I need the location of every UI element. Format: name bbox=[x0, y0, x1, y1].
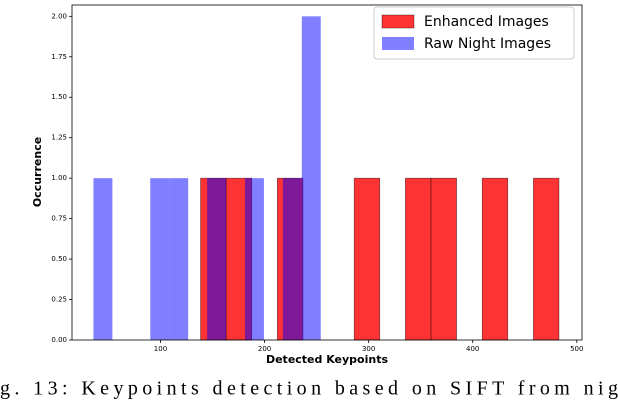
y-tick-label: 0.25 bbox=[51, 296, 67, 304]
legend-label: Raw Night Images bbox=[424, 36, 551, 52]
caption: g. 13: Keypoints detection based on SIFT… bbox=[0, 378, 618, 400]
legend-label: Enhanced Images bbox=[424, 14, 549, 30]
histogram-bar bbox=[301, 16, 321, 341]
legend-swatch bbox=[382, 37, 414, 50]
legend-swatch bbox=[381, 14, 415, 29]
histogram-bar bbox=[353, 177, 381, 341]
legend-box bbox=[373, 6, 575, 60]
y-tick-label: 0.00 bbox=[51, 336, 67, 344]
histogram-bar bbox=[405, 177, 432, 341]
y-tick-label: 2.00 bbox=[51, 12, 67, 20]
histogram-bar bbox=[282, 178, 302, 340]
histogram-bar bbox=[533, 177, 560, 341]
x-axis-label: Detected Keypoints bbox=[266, 353, 389, 366]
histogram-bar bbox=[481, 177, 509, 341]
y-tick-label: 1.00 bbox=[51, 174, 67, 182]
histogram-bar bbox=[169, 178, 189, 340]
y-tick-label: 1.25 bbox=[51, 134, 67, 142]
plot-frame bbox=[71, 4, 583, 341]
x-tick-label: 200 bbox=[258, 345, 271, 353]
x-tick-label: 500 bbox=[570, 345, 583, 353]
y-tick-label: 1.75 bbox=[51, 53, 67, 61]
y-tick-label: 0.50 bbox=[51, 255, 67, 263]
histogram-bar bbox=[93, 178, 113, 340]
y-axis-label: Occurrence bbox=[31, 137, 44, 207]
histogram-bar bbox=[244, 178, 264, 340]
x-tick-label: 100 bbox=[154, 345, 167, 353]
histogram-bar bbox=[150, 178, 170, 340]
x-tick-label: 400 bbox=[466, 345, 479, 353]
y-tick-label: 1.50 bbox=[51, 93, 67, 101]
y-tick-label: 0.75 bbox=[51, 215, 67, 223]
x-tick-label: 300 bbox=[362, 345, 375, 353]
histogram-bar bbox=[430, 177, 457, 341]
histogram-bar bbox=[207, 178, 227, 340]
